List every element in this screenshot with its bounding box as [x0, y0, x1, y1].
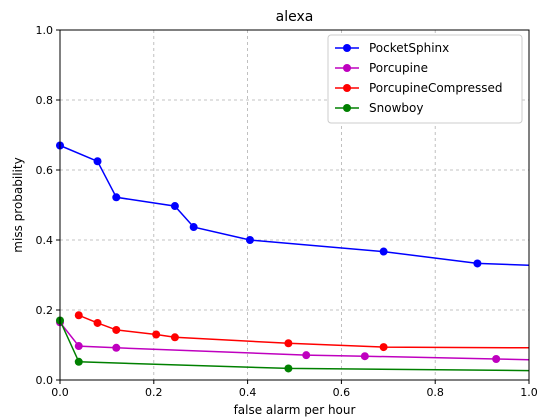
data-point: [112, 325, 121, 334]
y-tick-label: 0.4: [36, 234, 54, 247]
legend-marker: [343, 84, 351, 92]
data-point: [93, 157, 102, 166]
data-point: [112, 193, 121, 202]
legend-label: Snowboy: [369, 101, 423, 115]
y-tick-label: 0.0: [36, 374, 54, 387]
data-point: [379, 343, 388, 352]
series-porcupinecompressed: [74, 311, 530, 352]
data-point: [284, 339, 293, 348]
legend-item: Snowboy: [335, 101, 423, 115]
y-tick-label: 0.6: [36, 164, 54, 177]
y-axis-label: miss probability: [11, 157, 25, 252]
data-point: [245, 236, 254, 244]
chart-title: alexa: [276, 9, 314, 25]
data-point: [473, 259, 482, 268]
data-point: [360, 352, 369, 361]
legend-item: PocketSphinx: [335, 41, 449, 55]
y-tick-label: 0.2: [36, 304, 54, 317]
data-point: [492, 355, 501, 363]
grid: [60, 30, 529, 380]
legend-label: PorcupineCompressed: [369, 81, 503, 95]
y-tick-label: 0.8: [36, 94, 54, 107]
legend-item: PorcupineCompressed: [335, 81, 503, 95]
data-point: [189, 223, 198, 232]
legend-marker: [343, 64, 351, 72]
x-tick-label: 0.8: [426, 386, 444, 399]
y-tick-label: 1.0: [36, 24, 54, 37]
data-point: [379, 247, 388, 256]
series-line: [59, 320, 530, 372]
legend-marker: [343, 44, 351, 52]
legend-label: PocketSphinx: [369, 41, 449, 55]
data-point: [170, 202, 179, 211]
legend: PocketSphinx Porcupine PorcupineCompressed…: [327, 34, 523, 124]
x-tick-label: 0.4: [239, 386, 257, 399]
data-point: [93, 318, 102, 327]
data-point: [74, 311, 83, 320]
series-layer: [56, 141, 530, 373]
data-point: [284, 364, 293, 373]
series-pocketsphinx: [56, 141, 530, 268]
x-tick-label: 0.0: [51, 386, 69, 399]
data-point: [152, 330, 161, 339]
data-point: [74, 357, 83, 366]
data-point: [302, 351, 311, 360]
data-point: [112, 343, 121, 352]
legend-item: Porcupine: [335, 61, 428, 75]
legend-label: Porcupine: [369, 61, 428, 75]
ticks: 0.0 0.2 0.4 0.6 0.8 1.0 0.0 0.2 0.4 0.6 0.8 1.0: [36, 24, 538, 399]
x-axis-label: false alarm per hour: [234, 403, 356, 417]
data-point: [74, 342, 83, 351]
plot-frame: [59, 29, 530, 381]
legend-marker: [343, 104, 351, 112]
legend-box: [327, 34, 523, 124]
x-tick-label: 1.0: [520, 386, 538, 399]
data-point: [170, 333, 179, 342]
x-tick-label: 0.6: [333, 386, 351, 399]
x-tick-label: 0.2: [145, 386, 163, 399]
